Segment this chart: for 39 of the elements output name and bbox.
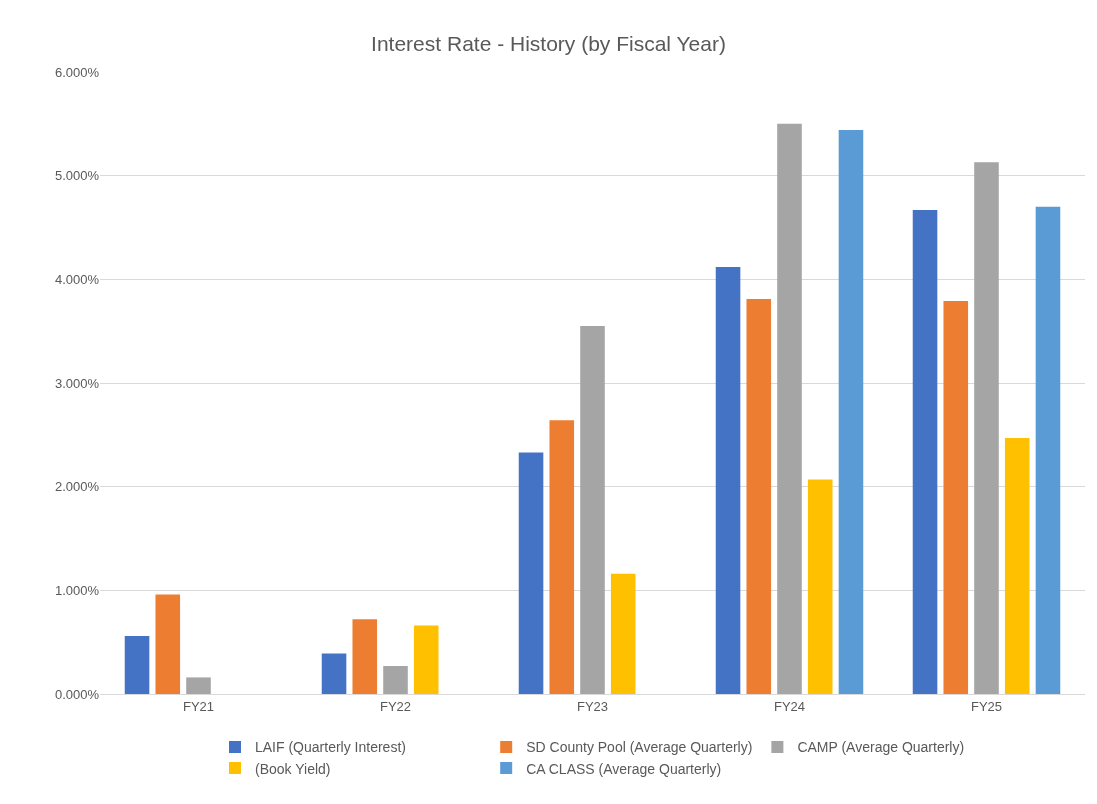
legend-label: SD County Pool (Average Quarterly) bbox=[526, 739, 753, 756]
legend-label: (Book Yield) bbox=[255, 760, 331, 777]
bar bbox=[746, 299, 772, 694]
y-tick-label: 0.000% bbox=[54, 686, 100, 702]
bar bbox=[838, 130, 864, 694]
y-tick-label: 3.000% bbox=[54, 375, 100, 391]
x-tick-label: FY21 bbox=[182, 698, 215, 714]
bar bbox=[1004, 437, 1030, 694]
bar bbox=[413, 625, 439, 694]
legend-label: CAMP (Average Quarterly) bbox=[797, 739, 965, 756]
legend-label: CA CLASS (Average Quarterly) bbox=[526, 760, 722, 777]
bar bbox=[807, 479, 833, 694]
y-tick-label: 1.000% bbox=[54, 582, 100, 598]
x-tick-label: FY25 bbox=[970, 698, 1003, 714]
bar bbox=[943, 301, 969, 694]
bar bbox=[124, 635, 150, 694]
y-tick-label: 5.000% bbox=[54, 168, 100, 184]
y-tick-label: 2.000% bbox=[54, 479, 100, 495]
bar bbox=[610, 573, 636, 694]
x-tick-label: FY23 bbox=[576, 698, 609, 714]
x-tick-label: FY22 bbox=[379, 698, 412, 714]
bar bbox=[352, 619, 378, 694]
bar bbox=[383, 666, 408, 694]
legend-label: LAIF (Quarterly Interest) bbox=[255, 739, 406, 756]
y-tick-label: 6.000% bbox=[54, 64, 100, 80]
bar bbox=[580, 325, 605, 694]
bar bbox=[518, 452, 544, 694]
bar bbox=[1035, 206, 1061, 694]
y-tick-label: 4.000% bbox=[54, 271, 100, 287]
chart-title: Interest Rate - History (by Fiscal Year) bbox=[371, 31, 726, 55]
bar bbox=[715, 266, 741, 694]
bar bbox=[912, 209, 938, 694]
bar bbox=[155, 594, 181, 694]
bar bbox=[321, 653, 347, 694]
bar bbox=[777, 123, 802, 694]
bar bbox=[186, 677, 211, 694]
bar bbox=[974, 162, 999, 694]
bar bbox=[549, 420, 575, 694]
x-tick-label: FY24 bbox=[773, 698, 806, 714]
